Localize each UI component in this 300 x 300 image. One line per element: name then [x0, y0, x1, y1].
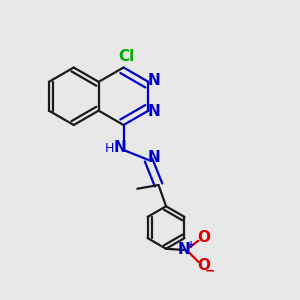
Text: −: − — [205, 264, 215, 277]
Text: O: O — [197, 230, 211, 245]
Text: O: O — [197, 257, 211, 272]
Text: +: + — [187, 239, 195, 250]
Text: Cl: Cl — [118, 49, 134, 64]
Text: N: N — [148, 104, 160, 119]
Text: N: N — [148, 150, 160, 165]
Text: N: N — [148, 73, 160, 88]
Text: N: N — [178, 242, 190, 257]
Text: H: H — [105, 142, 115, 154]
Text: N: N — [113, 140, 126, 155]
